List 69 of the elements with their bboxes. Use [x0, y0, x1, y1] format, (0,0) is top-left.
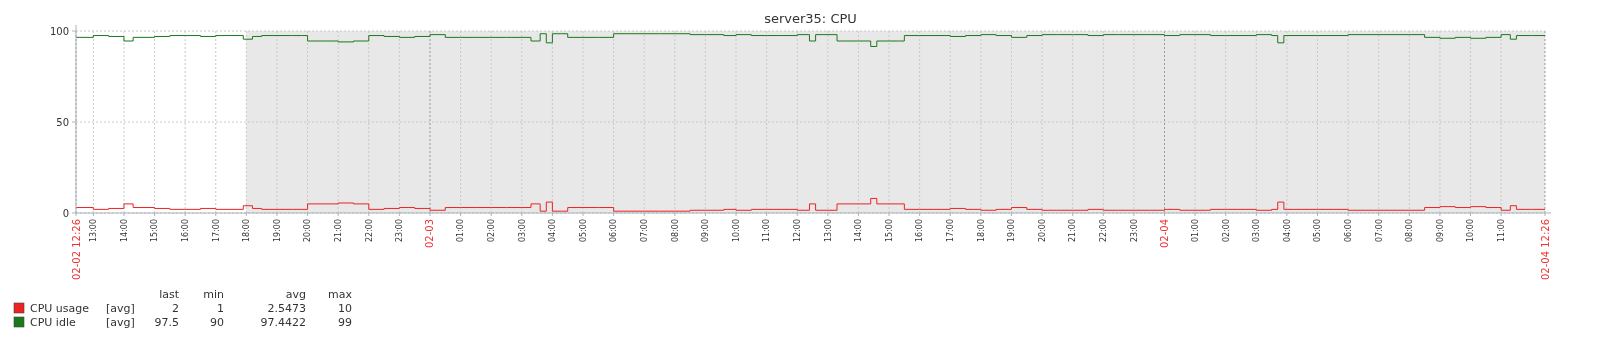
x-tick-label: 10:00 [731, 219, 741, 243]
x-tick-label: 08:00 [1405, 219, 1415, 243]
x-tick-label: 10:00 [1466, 219, 1476, 243]
x-tick-label: 14:00 [854, 219, 864, 243]
x-tick-label: 06:00 [1343, 219, 1353, 243]
x-tick-label: 03:00 [1252, 219, 1262, 243]
x-tick-label: 04:00 [1282, 219, 1292, 243]
x-tick-label: 11:00 [762, 219, 772, 243]
y-tick-label: 0 [62, 207, 69, 219]
text: 2 [172, 302, 179, 315]
x-tick-label: 21:00 [333, 219, 343, 243]
y-tick-label: 50 [56, 116, 69, 128]
text: min [203, 288, 225, 301]
x-tick-label: 02-03 [424, 219, 436, 249]
x-tick-label: 02:00 [487, 219, 496, 243]
x-tick-label: 01:00 [1190, 219, 1200, 243]
text: 97.5 [154, 316, 179, 329]
x-tick-label: 22:00 [1099, 219, 1109, 243]
x-tick-label: 16:00 [915, 219, 925, 243]
text: 90 [210, 316, 224, 329]
x-tick-label: 18:00 [976, 219, 986, 243]
x-tick-label: 04:00 [548, 219, 558, 243]
text: [avg] [106, 302, 135, 315]
x-tick-label: 23:00 [1129, 219, 1139, 243]
legend-label: CPU usage [30, 302, 90, 315]
text: 1 [217, 302, 224, 315]
text: avg [285, 288, 306, 301]
x-tick-label: 19:00 [1007, 219, 1017, 243]
x-tick-label: 07:00 [640, 219, 650, 243]
text: 99 [338, 316, 352, 329]
x-tick-label: 13:00 [89, 219, 99, 243]
text: 10 [338, 302, 352, 315]
x-tick-label: 23:00 [395, 219, 405, 243]
text: 97.4422 [260, 316, 306, 329]
x-tick-label: 18:00 [242, 219, 252, 243]
x-tick-label: 03:00 [517, 219, 527, 243]
x-tick-label: 17:00 [211, 219, 221, 243]
x-tick-label: 16:00 [180, 219, 190, 243]
x-tick-label: 09:00 [701, 219, 711, 243]
text: max [328, 288, 353, 301]
x-tick-label: 22:00 [364, 219, 374, 243]
text: 2.5473 [267, 302, 306, 315]
x-tick-label: 06:00 [609, 219, 619, 243]
chart-title: server35: CPU [764, 11, 857, 26]
text: [avg] [106, 316, 135, 329]
text: last [159, 288, 180, 301]
x-tick-label: 09:00 [1435, 219, 1445, 243]
x-tick-label: 15:00 [884, 219, 894, 243]
x-tick-label: 02-04 12:26 [1539, 219, 1551, 281]
x-tick-label: 15:00 [150, 219, 160, 243]
x-tick-label: 07:00 [1374, 219, 1384, 243]
x-tick-label: 02-02 12:26 [70, 219, 82, 281]
x-tick-label: 05:00 [1313, 219, 1323, 243]
x-tick-label: 13:00 [823, 219, 833, 243]
x-tick-label: 11:00 [1496, 219, 1506, 243]
y-tick-label: 100 [49, 25, 69, 37]
x-tick-label: 08:00 [670, 219, 680, 243]
x-tick-label: 02:00 [1221, 219, 1231, 243]
x-tick-label: 01:00 [456, 219, 466, 243]
x-tick-label: 20:00 [303, 219, 313, 243]
x-tick-label: 02-04 [1158, 219, 1170, 249]
legend-label: CPU idle [30, 316, 76, 329]
x-tick-label: 19:00 [272, 219, 282, 243]
x-tick-label: 12:00 [793, 219, 803, 243]
x-tick-label: 14:00 [119, 219, 129, 243]
x-tick-label: 17:00 [946, 219, 956, 243]
x-tick-label: 20:00 [1037, 219, 1047, 243]
x-tick-label: 21:00 [1068, 219, 1078, 243]
x-tick-label: 05:00 [578, 219, 588, 243]
